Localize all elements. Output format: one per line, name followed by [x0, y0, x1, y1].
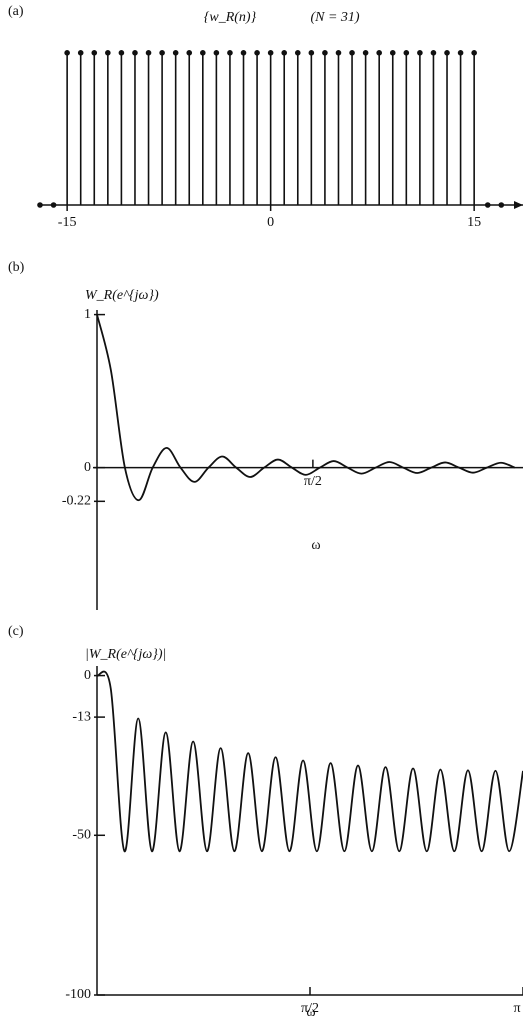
stem	[498, 202, 504, 208]
stem-dot	[295, 50, 301, 56]
stem-dot	[444, 50, 450, 56]
x-tick-label: 0	[267, 215, 274, 230]
stem-dot	[309, 50, 315, 56]
y-tick-label: -13	[72, 709, 91, 724]
stem-dot	[78, 50, 84, 56]
stem-dot	[200, 50, 206, 56]
y-tick-label: 0	[84, 460, 91, 475]
stem-dot	[254, 50, 260, 56]
stem-dot	[132, 50, 138, 56]
y-tick-label: 0	[84, 668, 91, 683]
stem-dot	[227, 50, 233, 56]
y-axis-label: W_R(e^{jω})	[85, 288, 159, 303]
stem-dot	[241, 50, 247, 56]
stem-dot	[186, 50, 192, 56]
x-tick-label: 15	[467, 215, 481, 230]
stem-dot	[37, 202, 43, 208]
stem-dot	[363, 50, 369, 56]
figure: (a) {w_R(n)} (N = 31) -15 0 15 (b) W_R(e^{jω}) ω…	[0, 0, 523, 1025]
stem-dot	[471, 50, 477, 56]
chart-title: {w_R(n)}	[204, 10, 257, 25]
background	[0, 0, 523, 1025]
x-tick-label: π	[513, 1001, 520, 1016]
stem-dot	[458, 50, 464, 56]
x-tick-label: -15	[58, 215, 77, 230]
panel-label: (a)	[8, 4, 24, 19]
chart-subtitle: (N = 31)	[310, 10, 359, 25]
y-tick-label: 1	[84, 307, 91, 322]
stem-dot	[376, 50, 382, 56]
y-axis-label: |W_R(e^{jω})|	[85, 647, 166, 662]
stem-dot	[119, 50, 125, 56]
stem-dot	[498, 202, 504, 208]
x-tick-label: π/2	[304, 474, 322, 489]
stem-dot	[281, 50, 287, 56]
stem-dot	[485, 202, 491, 208]
y-tick-label: -100	[65, 987, 91, 1002]
x-axis-label: ω	[311, 538, 320, 553]
stem	[485, 202, 491, 208]
panel-label: (c)	[8, 624, 24, 639]
stem-dot	[404, 50, 410, 56]
stem-dot	[268, 50, 274, 56]
stem-dot	[64, 50, 70, 56]
stem-dot	[51, 202, 57, 208]
stem-dot	[91, 50, 97, 56]
stem-dot	[214, 50, 220, 56]
stem-dot	[336, 50, 342, 56]
stem	[51, 202, 57, 208]
stem-dot	[322, 50, 328, 56]
x-tick-label: π/2	[301, 1001, 319, 1016]
y-tick-label: -0.22	[62, 494, 91, 509]
stem-dot	[431, 50, 437, 56]
stem-dot	[159, 50, 165, 56]
stem	[37, 202, 43, 208]
stem-dot	[105, 50, 111, 56]
stem-dot	[173, 50, 179, 56]
stem-dot	[390, 50, 396, 56]
stem-dot	[349, 50, 355, 56]
panel-label: (b)	[8, 260, 25, 275]
stem-dot	[146, 50, 152, 56]
stem-dot	[417, 50, 423, 56]
y-tick-label: -50	[72, 828, 91, 843]
